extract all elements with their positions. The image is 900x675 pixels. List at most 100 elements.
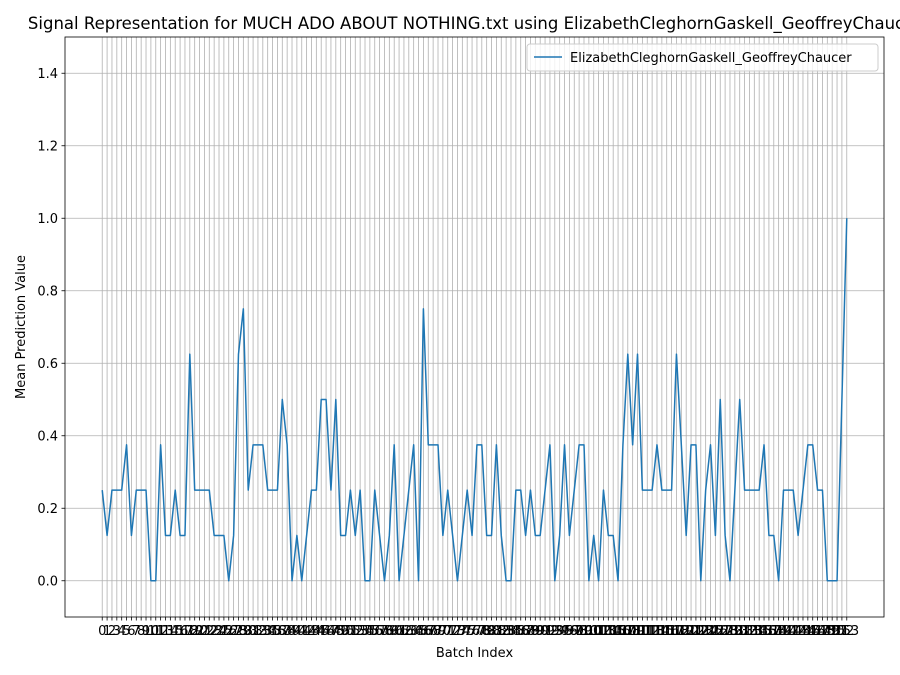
x-tick-label: 83 <box>498 624 515 639</box>
x-tick-label: 140 <box>771 624 796 639</box>
x-tick-label: 24 <box>211 624 228 639</box>
x-tick-label: 92 <box>542 624 559 639</box>
x-tick-label: 14 <box>162 624 179 639</box>
x-tick-label: 111 <box>630 624 655 639</box>
x-tick-label: 18 <box>182 624 199 639</box>
x-tick-label: 23 <box>206 624 223 639</box>
x-tick-label: 136 <box>752 624 777 639</box>
x-tick-label: 4 <box>118 624 126 639</box>
x-tick-label: 149 <box>815 624 840 639</box>
x-tick-label: 104 <box>596 624 621 639</box>
x-tick-label: 46 <box>318 624 335 639</box>
x-tick-label: 77 <box>469 624 486 639</box>
x-tick-label: 7 <box>132 624 140 639</box>
y-tick-label: 0.2 <box>37 502 58 517</box>
x-tick-label: 145 <box>795 624 820 639</box>
x-tick-label: 87 <box>517 624 534 639</box>
y-axis-label: Mean Prediction Value <box>14 255 29 399</box>
x-tick-label: 153 <box>834 624 859 639</box>
x-tick-label: 84 <box>503 624 520 639</box>
x-tick-label: 45 <box>313 624 330 639</box>
x-tick-label: 49 <box>332 624 349 639</box>
x-tick-label: 117 <box>659 624 684 639</box>
x-tick-label: 122 <box>684 624 709 639</box>
x-tick-label: 102 <box>586 624 611 639</box>
x-tick-label: 56 <box>366 624 383 639</box>
x-tick-label: 90 <box>532 624 549 639</box>
x-tick-label: 48 <box>328 624 345 639</box>
legend-label: ElizabethCleghornGaskell_GeoffreyChaucer <box>570 51 852 66</box>
x-tick-label: 91 <box>537 624 554 639</box>
x-tick-label: 94 <box>551 624 568 639</box>
x-tick-label: 50 <box>337 624 354 639</box>
x-tick-label: 107 <box>611 624 636 639</box>
x-tick-label: 121 <box>679 624 704 639</box>
x-tick-label: 130 <box>722 624 747 639</box>
x-tick-label: 63 <box>401 624 418 639</box>
x-tick-label: 39 <box>284 624 301 639</box>
chart-title: Signal Representation for MUCH ADO ABOUT… <box>28 14 900 34</box>
x-tick-label: 147 <box>805 624 830 639</box>
x-tick-label: 152 <box>829 624 854 639</box>
x-tick-label: 150 <box>820 624 845 639</box>
x-tick-label: 76 <box>464 624 481 639</box>
x-tick-label: 6 <box>127 624 135 639</box>
x-tick-label: 36 <box>269 624 286 639</box>
y-tick-label: 0.4 <box>37 429 58 444</box>
x-tick-label: 26 <box>220 624 237 639</box>
x-tick-label: 75 <box>459 624 476 639</box>
x-tick-label: 79 <box>478 624 495 639</box>
x-tick-label: 20 <box>191 624 208 639</box>
x-tick-label: 53 <box>352 624 369 639</box>
x-tick-label: 13 <box>157 624 174 639</box>
x-tick-label: 0 <box>98 624 106 639</box>
x-tick-label: 15 <box>167 624 184 639</box>
x-tick-label: 82 <box>493 624 510 639</box>
x-tick-label: 22 <box>201 624 218 639</box>
x-tick-label: 101 <box>581 624 606 639</box>
x-tick-label: 97 <box>566 624 583 639</box>
x-tick-label: 40 <box>289 624 306 639</box>
y-tick-label: 0.0 <box>37 574 58 589</box>
x-tick-label: 148 <box>810 624 835 639</box>
x-tick-label: 19 <box>186 624 203 639</box>
x-tick-label: 27 <box>225 624 242 639</box>
x-tick-label: 128 <box>713 624 738 639</box>
x-tick-label: 88 <box>522 624 539 639</box>
x-tick-label: 146 <box>800 624 825 639</box>
x-tick-label: 86 <box>512 624 529 639</box>
x-tick-label: 38 <box>279 624 296 639</box>
x-tick-label: 42 <box>298 624 315 639</box>
x-axis-label: Batch Index <box>436 646 514 661</box>
x-tick-label: 69 <box>430 624 447 639</box>
x-tick-label: 60 <box>386 624 403 639</box>
x-tick-label: 114 <box>645 624 670 639</box>
x-tick-label: 9 <box>142 624 150 639</box>
x-tick-label: 74 <box>454 624 471 639</box>
x-tick-label: 127 <box>708 624 733 639</box>
x-tick-label: 59 <box>381 624 398 639</box>
x-tick-label: 137 <box>756 624 781 639</box>
x-tick-label: 144 <box>791 624 816 639</box>
x-tick-label: 126 <box>703 624 728 639</box>
x-tick-label: 105 <box>601 624 626 639</box>
x-tick-label: 66 <box>415 624 432 639</box>
x-tick-label: 16 <box>172 624 189 639</box>
x-tick-label: 57 <box>371 624 388 639</box>
x-tick-label: 64 <box>405 624 422 639</box>
x-tick-label: 12 <box>152 624 169 639</box>
x-tick-label: 93 <box>547 624 564 639</box>
plot-frame <box>64 36 885 618</box>
x-tick-label: 100 <box>576 624 601 639</box>
x-tick-label: 143 <box>786 624 811 639</box>
x-tick-label: 123 <box>688 624 713 639</box>
x-tick-label: 28 <box>230 624 247 639</box>
x-tick-label: 151 <box>825 624 850 639</box>
x-tick-label: 2 <box>108 624 116 639</box>
x-tick-label: 34 <box>259 624 276 639</box>
x-tick-label: 5 <box>122 624 130 639</box>
x-tick-label: 58 <box>376 624 393 639</box>
x-tick-label: 67 <box>420 624 437 639</box>
x-tick-label: 139 <box>766 624 791 639</box>
